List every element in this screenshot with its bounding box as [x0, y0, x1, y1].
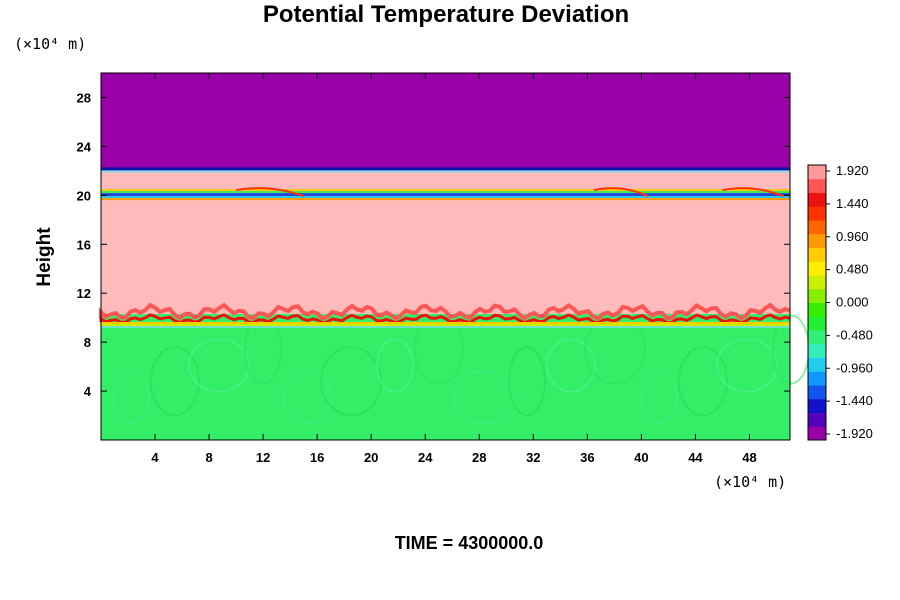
texture-swirl: [508, 346, 546, 417]
x-tick-label: 36: [580, 450, 594, 465]
y-tick-label: 8: [84, 335, 91, 350]
colorbar-label: -0.960: [836, 360, 873, 375]
interface-line: [101, 193, 790, 197]
x-tick-label: 12: [256, 450, 270, 465]
colorbar-swatch: [808, 330, 826, 345]
y-unit-label: (×10⁴ m): [14, 35, 86, 53]
x-axis-ticks: 4 8 12 16 20 24 28 32 36 40 44 48: [151, 73, 757, 465]
x-tick-label: 48: [742, 450, 756, 465]
colorbar-label: 0.480: [836, 262, 869, 277]
colorbar-swatch: [808, 192, 826, 207]
colorbar-swatch: [808, 357, 826, 372]
colorbar-swatch: [808, 371, 826, 386]
x-tick-label: 4: [151, 450, 159, 465]
colorbar-label: 0.960: [836, 229, 869, 244]
x-tick-label: 28: [472, 450, 486, 465]
colorbar-swatches: [808, 165, 826, 441]
y-axis-label: Height: [34, 227, 55, 287]
interface-line: [99, 313, 791, 325]
interface-line: [99, 302, 791, 322]
band-upper: [101, 73, 790, 169]
colorbar-swatch: [808, 275, 826, 290]
interface-line: [101, 196, 790, 199]
lower-texture: [112, 314, 810, 425]
interface-line: [101, 191, 790, 194]
colorbar-swatch: [808, 385, 826, 400]
band-lower: [101, 313, 790, 440]
y-axis-ticks: 4 8 12 16 20 24 28: [77, 90, 790, 399]
colorbar-swatch: [808, 288, 826, 303]
texture-swirl: [282, 370, 332, 425]
colorbar-label: 0.000: [836, 295, 869, 310]
interface-line: [101, 167, 790, 171]
interface-line: [101, 321, 790, 324]
chart-title: Potential Temperature Deviation: [263, 1, 629, 28]
colorbar-swatch: [808, 316, 826, 331]
colorbar-swatch: [808, 247, 826, 262]
x-tick-label: 32: [526, 450, 540, 465]
colorbar-swatch: [808, 220, 826, 235]
interface-line: [101, 323, 790, 326]
plot-frame: [100, 72, 791, 441]
interface-line: [101, 325, 790, 328]
interface-line: [101, 198, 790, 201]
lower-interface-band: [99, 302, 791, 328]
y-tick-label: 4: [84, 384, 92, 399]
colorbar-swatch: [808, 343, 826, 358]
texture-swirl: [716, 338, 778, 393]
colorbar-labels: 1.920 1.440 0.960 0.480 0.000 -0.480 -0.960 -1.…: [826, 163, 873, 441]
x-unit-label: (×10⁴ m): [714, 473, 786, 491]
colorbar-label: -0.480: [836, 327, 873, 342]
interface-line: [101, 170, 790, 173]
time-footer: TIME = 4300000.0: [395, 533, 544, 553]
colorbar-swatch: [808, 426, 826, 441]
colorbar-label: 1.440: [836, 196, 869, 211]
texture-swirl: [112, 370, 150, 425]
colorbar-swatch: [808, 261, 826, 276]
y-tick-label: 16: [77, 237, 91, 252]
colorbar-swatch: [808, 233, 826, 248]
y-tick-label: 12: [77, 286, 91, 301]
plot-area: [99, 72, 810, 441]
texture-swirl: [188, 338, 250, 393]
colorbar-swatch: [808, 206, 826, 221]
colorbar-label: -1.920: [836, 426, 873, 441]
x-tick-label: 16: [310, 450, 324, 465]
interface-line: [101, 189, 790, 192]
colorbar-label: -1.440: [836, 393, 873, 408]
colorbar-swatch: [808, 302, 826, 317]
x-tick-label: 24: [418, 450, 433, 465]
x-tick-label: 20: [364, 450, 378, 465]
texture-swirl: [452, 370, 514, 425]
texture-swirl: [414, 314, 464, 385]
x-tick-label: 40: [634, 450, 648, 465]
x-tick-label: 8: [205, 450, 212, 465]
colorbar: 1.920 1.440 0.960 0.480 0.000 -0.480 -0.960 -1.…: [807, 163, 873, 441]
colorbar-swatch: [808, 165, 826, 180]
upper-interface-band: [101, 167, 790, 201]
interface-wisp: [235, 187, 304, 198]
y-tick-label: 24: [77, 139, 92, 154]
x-tick-label: 44: [688, 450, 703, 465]
interface-wisp: [593, 187, 649, 198]
colorbar-swatch: [808, 398, 826, 413]
colorbar-swatch: [808, 412, 826, 427]
texture-swirl: [678, 346, 728, 417]
colorbar-swatch: [808, 178, 826, 193]
interface-wisp: [722, 187, 784, 198]
texture-swirl: [150, 346, 200, 417]
y-tick-label: 20: [77, 188, 91, 203]
y-tick-label: 28: [77, 90, 91, 105]
texture-swirl: [640, 370, 678, 425]
colorbar-label: 1.920: [836, 163, 869, 178]
texture-swirl: [376, 338, 414, 393]
texture-swirl: [546, 338, 596, 393]
